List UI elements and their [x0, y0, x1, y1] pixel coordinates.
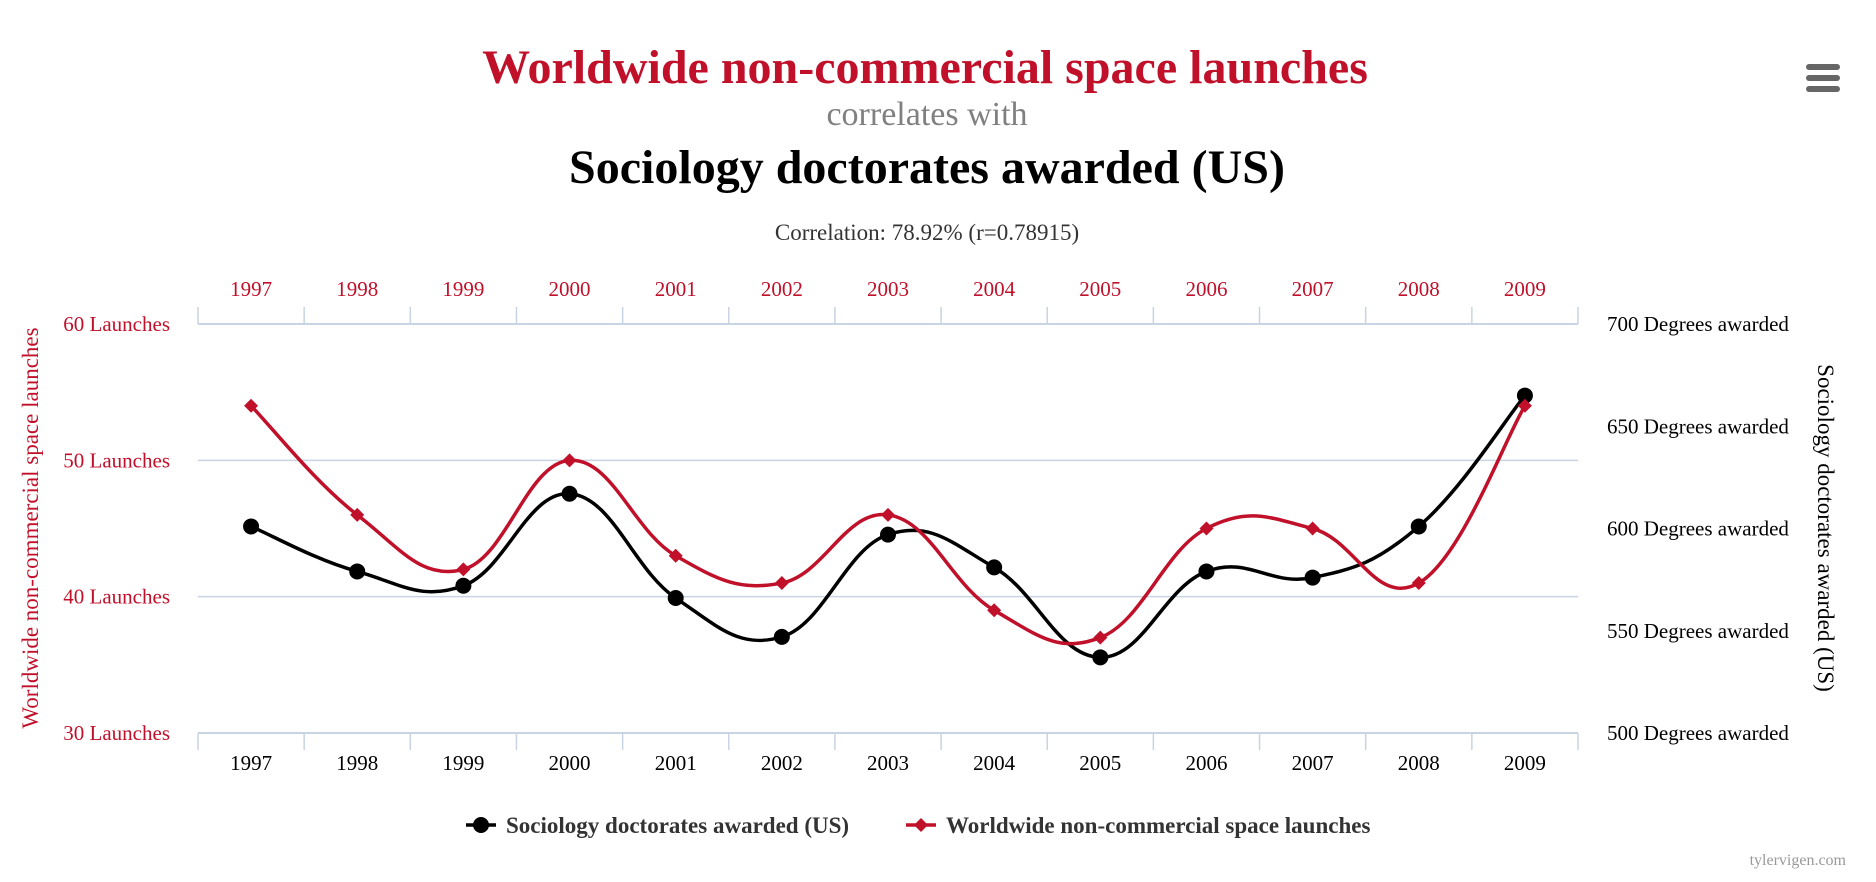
- left-axis-tick-label: 60 Launches: [63, 312, 170, 336]
- right-axis-tick-label: 650 Degrees awarded: [1607, 414, 1789, 438]
- data-point-sociology-doctorates: [880, 526, 896, 543]
- chart-title: Worldwide non-commercial space launches: [482, 41, 1368, 94]
- data-point-space-launches: [562, 453, 577, 468]
- right-axis-tick-label: 500 Degrees awarded: [1607, 721, 1789, 745]
- legend-marker-diamond: [914, 818, 928, 832]
- top-axis-tick-label: 2006: [1185, 277, 1227, 301]
- left-axis-tick-label: 40 Launches: [63, 585, 170, 609]
- top-axis-tick-label: 2003: [867, 277, 909, 301]
- series-line-space-launches: [249, 404, 1527, 646]
- credit-label: tylervigen.com: [1750, 852, 1847, 869]
- chart-subtitle: correlates with: [826, 96, 1027, 133]
- bottom-axis-tick-label: 2002: [761, 751, 803, 775]
- series-layer: [243, 387, 1533, 666]
- data-point-space-launches: [350, 507, 365, 522]
- hamburger-menu-icon[interactable]: [1806, 64, 1840, 92]
- data-point-sociology-doctorates: [1516, 387, 1533, 404]
- data-point-space-launches: [1305, 521, 1320, 536]
- data-point-sociology-doctorates: [667, 590, 684, 607]
- top-axis-tick-label: 2009: [1504, 277, 1546, 301]
- data-point-sociology-doctorates: [986, 559, 1003, 576]
- right-axis-tick-label: 600 Degrees awarded: [1607, 517, 1789, 541]
- right-axis-tick-label: 700 Degrees awarded: [1607, 312, 1789, 336]
- data-point-sociology-doctorates: [455, 577, 472, 594]
- bottom-axis-tick-label: 1999: [442, 751, 484, 775]
- left-axis-tick-label: 30 Launches: [63, 721, 170, 745]
- data-point-space-launches: [668, 548, 683, 563]
- data-point-sociology-doctorates: [1410, 518, 1427, 535]
- bottom-axis-tick-label: 2004: [973, 751, 1016, 775]
- left-axis-title: Worldwide non-commercial space launches: [18, 327, 43, 728]
- bottom-axis-tick-label: 2003: [867, 751, 909, 775]
- bottom-axis-tick-label: 2009: [1504, 751, 1546, 775]
- legend: Sociology doctorates awarded (US) Worldwi…: [466, 813, 1370, 838]
- data-point-sociology-doctorates: [561, 485, 578, 502]
- bottom-axis-tick-label: 2006: [1185, 751, 1227, 775]
- data-point-space-launches: [1093, 630, 1108, 645]
- top-axis-tick-label: 2005: [1079, 277, 1121, 301]
- data-point-space-launches: [456, 562, 471, 577]
- axes: 60 Launches 50 Launches 40 Launches 30 Laun…: [63, 277, 1789, 775]
- bottom-axis-tick-label: 2001: [655, 751, 697, 775]
- left-axis-tick-label: 50 Launches: [63, 448, 170, 472]
- top-axis-tick-label: 2004: [973, 277, 1016, 301]
- top-axis-tick-label: 2008: [1398, 277, 1440, 301]
- bottom-axis-tick-label: 2008: [1398, 751, 1440, 775]
- data-point-sociology-doctorates: [243, 518, 260, 535]
- legend-label: Sociology doctorates awarded (US): [506, 813, 849, 838]
- data-point-sociology-doctorates: [773, 628, 790, 645]
- right-axis-tick-label: 550 Degrees awarded: [1607, 619, 1789, 643]
- data-point-sociology-doctorates: [349, 563, 366, 580]
- top-axis-tick-label: 1997: [230, 277, 272, 301]
- top-axis-tick-label: 2001: [655, 277, 697, 301]
- data-point-sociology-doctorates: [1092, 649, 1109, 666]
- top-axis-tick-label: 2007: [1292, 277, 1334, 301]
- top-axis-tick-label: 1999: [442, 277, 484, 301]
- data-point-space-launches: [1199, 521, 1214, 536]
- data-point-space-launches: [1517, 398, 1532, 413]
- chart-title-secondary: Sociology doctorates awarded (US): [569, 141, 1285, 194]
- data-point-sociology-doctorates: [1304, 569, 1321, 586]
- data-point-space-launches: [244, 398, 259, 413]
- legend-label: Worldwide non-commercial space launches: [946, 813, 1370, 838]
- data-point-space-launches: [881, 507, 895, 522]
- top-axis-tick-label: 2002: [761, 277, 803, 301]
- top-axis-tick-label: 1998: [336, 277, 378, 301]
- right-axis-title: Sociology doctorates awarded (US): [1813, 364, 1838, 692]
- bottom-axis-tick-label: 2007: [1292, 751, 1334, 775]
- data-point-space-launches: [987, 603, 1002, 618]
- data-point-space-launches: [1411, 576, 1426, 591]
- correlation-label: Correlation: 78.92% (r=0.78915): [775, 220, 1079, 245]
- data-point-sociology-doctorates: [1198, 563, 1215, 580]
- top-axis-tick-label: 2000: [549, 277, 591, 301]
- bottom-axis-tick-label: 2005: [1079, 751, 1121, 775]
- bottom-axis-tick-label: 2000: [549, 751, 591, 775]
- bottom-axis-tick-label: 1998: [336, 751, 378, 775]
- series-line-sociology-doctorates: [249, 393, 1527, 660]
- data-point-space-launches: [774, 576, 789, 591]
- bottom-axis-tick-label: 1997: [230, 751, 272, 775]
- legend-marker-circle: [473, 817, 489, 833]
